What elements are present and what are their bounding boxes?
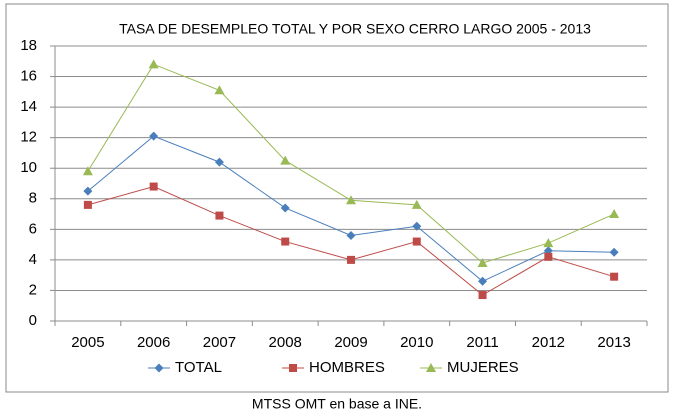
x-tick-label: 2012 (532, 334, 565, 351)
y-tick-label: 2 (29, 281, 37, 298)
legend-marker (426, 363, 436, 372)
data-point (149, 131, 159, 141)
data-point (346, 230, 356, 240)
legend-label: HOMBRES (309, 359, 385, 376)
data-point (280, 155, 291, 165)
x-tick-label: 2009 (334, 334, 367, 351)
data-point (281, 237, 290, 246)
y-tick-label: 6 (29, 220, 37, 237)
data-point (280, 203, 290, 213)
data-point (346, 195, 356, 205)
y-tick-label: 0 (29, 312, 37, 329)
chart-title: TASA DE DESEMPLEO TOTAL Y POR SEXO CERRO… (119, 21, 591, 37)
data-point (411, 199, 422, 209)
data-point (412, 221, 422, 231)
data-point (609, 247, 619, 257)
data-point (610, 272, 619, 281)
x-tick-label: 2013 (597, 334, 630, 351)
data-point (149, 182, 158, 191)
data-point (215, 211, 224, 220)
legend-label: TOTAL (175, 359, 222, 376)
data-point (214, 157, 224, 167)
data-point (82, 166, 93, 176)
chart-frame (5, 3, 669, 393)
data-point (412, 237, 421, 246)
data-point (478, 276, 488, 286)
data-point (83, 186, 93, 196)
data-point (148, 59, 159, 69)
legend-label: MUJERES (447, 359, 519, 376)
x-tick-label: 2006 (137, 334, 170, 351)
x-tick-label: 2011 (466, 334, 498, 351)
data-point (543, 238, 554, 248)
x-tick-label: 2007 (203, 334, 236, 351)
data-point (477, 257, 488, 267)
x-tick-label: 2008 (269, 334, 302, 351)
x-tick-label: 2005 (71, 334, 104, 351)
source-note: MTSS OMT en base a INE. (252, 396, 422, 412)
legend-marker (289, 364, 297, 372)
y-tick-label: 14 (20, 98, 37, 115)
data-point (214, 85, 225, 95)
y-tick-label: 4 (29, 251, 37, 268)
y-tick-label: 10 (20, 159, 37, 176)
y-tick-label: 8 (29, 190, 37, 207)
y-tick-label: 16 (20, 68, 37, 85)
data-point (83, 200, 92, 209)
data-point (609, 209, 620, 219)
data-point (347, 255, 355, 264)
x-tick-label: 2010 (400, 334, 433, 351)
y-tick-label: 12 (20, 129, 37, 146)
legend-marker (154, 363, 164, 373)
data-point (478, 291, 487, 300)
data-point (544, 252, 553, 261)
y-tick-label: 18 (20, 37, 37, 54)
